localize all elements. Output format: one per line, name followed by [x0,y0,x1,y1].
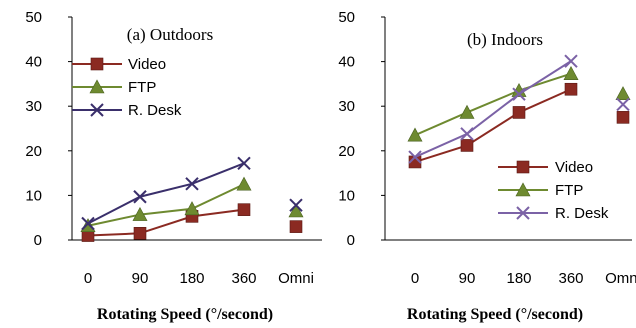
data-point [460,127,474,141]
legend-marker [516,160,530,174]
data-point [563,66,579,80]
x-tick-label: 90 [459,270,476,287]
omni-point [289,220,303,233]
legend-label: R. Desk [555,205,609,222]
omni-point [616,97,630,112]
outdoors-panel: 0 10 20 30 40 50 0 90 180 360 Omni (a) Outdoors Rota… [25,9,322,323]
x-tick-label: Omni [278,270,314,287]
legend-marker [516,206,530,220]
data-point [236,176,252,191]
data-point [512,87,526,101]
data-point [460,139,474,152]
series-ftp [80,176,304,233]
series-line [414,88,572,163]
data-point [80,218,96,233]
legend-marker [90,57,104,71]
chart-title: (b) Indoors [467,30,543,49]
series-r-desk [408,54,630,164]
data-point [459,104,475,119]
data-point [185,177,199,191]
data-point [407,127,423,142]
series-line [87,183,245,227]
series-line [414,60,572,158]
series-video [81,203,303,242]
legend-marker [90,103,104,117]
y-tick-label: 40 [338,54,355,71]
omni-point [615,86,631,101]
data-point [237,203,251,216]
legend-label: R. Desk [128,102,182,119]
series-ftp [407,66,631,142]
legend-item: Video [72,56,166,73]
y-tick-label: 20 [25,143,42,160]
x-axis-label: Rotating Speed (°/second) [407,306,583,323]
data-point [81,216,95,231]
legend-item: Video [498,159,593,176]
y-tick-label: 40 [25,54,42,71]
legend-label: FTP [555,182,583,199]
legend-item: FTP [72,79,156,96]
x-tick-label: 360 [231,270,256,287]
legend-label: FTP [128,79,156,96]
series-r-desk [81,156,303,231]
data-point [408,150,422,164]
series-line [87,162,245,225]
omni-point [616,111,630,124]
y-tick-label: 10 [338,187,355,204]
legend-marker [515,182,531,197]
chart-title: (a) Outdoors [127,25,213,44]
x-tick-label: Omni [605,270,636,287]
x-tick-label: 180 [179,270,204,287]
y-tick-label: 50 [338,9,355,26]
x-tick-label: 180 [506,270,531,287]
x-tick-label: 90 [132,270,149,287]
x-tick-label: 360 [558,270,583,287]
data-point [512,106,526,119]
indoors-panel: 0 10 20 30 40 50 0 90 180 360 Omni (b) Indoors Rotat… [338,9,636,323]
data-point [133,190,147,204]
legend-item: FTP [498,182,583,199]
legend-marker [89,79,105,94]
legend-item: R. Desk [498,205,609,222]
legend: Video FTP R. Desk [498,159,609,222]
x-tick-label: 0 [411,270,419,287]
data-point [564,54,578,68]
y-tick-label: 0 [347,232,355,249]
y-tick-label: 30 [338,98,355,115]
legend: Video FTP R. Desk [72,56,182,119]
x-axis-label: Rotating Speed (°/second) [97,306,273,323]
y-tick-label: 30 [25,98,42,115]
x-tick-label: 0 [84,270,92,287]
data-point [564,82,578,96]
omni-point [289,198,303,212]
series-line [414,72,572,137]
y-tick-label: 50 [25,9,42,26]
legend-label: Video [128,56,166,73]
y-tick-label: 10 [25,187,42,204]
data-point [133,227,147,240]
data-point [184,201,200,216]
data-point [132,206,148,221]
legend-label: Video [555,159,593,176]
omni-point [288,203,304,218]
data-point [237,156,251,170]
y-tick-label: 20 [338,143,355,160]
legend-item: R. Desk [72,102,182,119]
y-tick-label: 0 [34,232,42,249]
series-line [87,208,245,237]
